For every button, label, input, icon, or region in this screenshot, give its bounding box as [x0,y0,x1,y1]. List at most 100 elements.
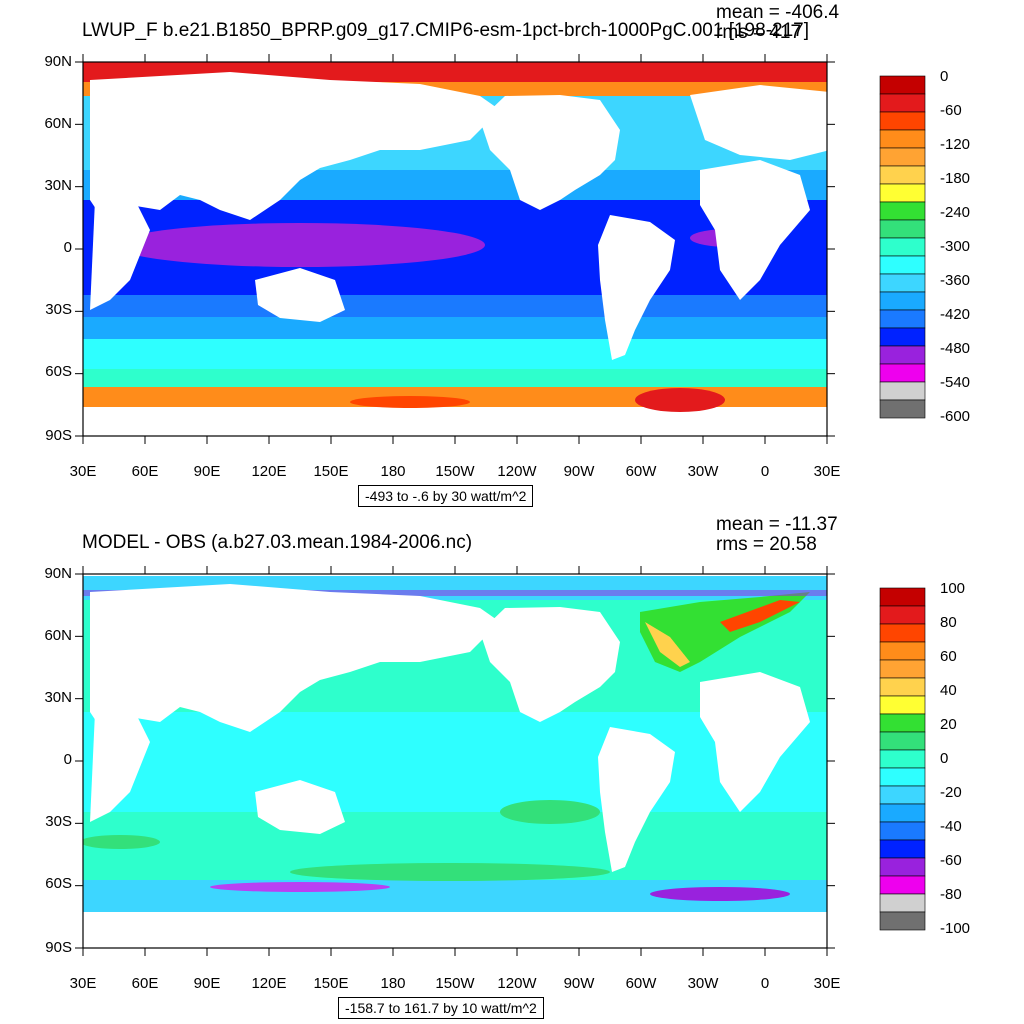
lat-label: 90S [45,427,72,444]
lon-label: 90W [563,975,595,992]
lat-label: 30S [45,301,72,318]
colorbar-swatch [879,291,926,311]
colorbar-swatch [879,731,926,751]
lat-label: 30N [44,177,72,194]
colorbar-label: -60 [940,102,962,119]
colorbar-swatch [879,767,926,787]
lon-label: 60W [625,975,657,992]
lat-label: 90N [44,53,72,70]
colorbar-swatch [879,713,926,733]
colorbar-swatch [879,641,926,661]
colorbar-label: -240 [940,204,971,221]
colorbar-label: -360 [940,272,971,289]
lon-label: 150W [435,975,475,992]
lon-label: 150W [435,463,475,480]
lon-label: 90W [563,463,595,480]
lon-label: 30E [813,975,841,992]
colorbar-swatch [879,623,926,643]
lon-label: 30W [687,463,719,480]
colorbar-swatch [879,857,926,877]
colorbar-label: 0 [940,68,949,85]
lat-label: 0 [63,239,72,256]
colorbar-swatch [879,821,926,841]
colorbar-swatch [879,875,926,895]
colorbar-swatch [879,345,926,365]
map-canvas [75,566,926,956]
lon-label: 30E [813,463,841,480]
lon-label: 120W [497,975,537,992]
colorbar-swatch [879,255,926,275]
contour-range-box: -493 to -.6 by 30 watt/m^2 [358,485,534,507]
lon-label: 30E [69,463,97,480]
colorbar-swatch [879,785,926,805]
lat-label: 60S [45,875,72,892]
colorbar-swatch [879,803,926,823]
colorbar [879,587,926,931]
plot-panel-bottom: MODEL - OBS (a.b27.03.mean.1984-2006.nc)… [0,512,1024,1024]
colorbar-swatch [879,165,926,185]
lat-label: 90S [45,939,72,956]
colorbar-swatch [879,147,926,167]
lon-label: 30W [687,975,719,992]
lat-label: 60S [45,363,72,380]
colorbar-swatch [879,111,926,131]
lon-label: 60E [131,463,159,480]
lat-label: 60N [44,627,72,644]
lat-label: 0 [63,751,72,768]
colorbar-label: -40 [940,818,962,835]
colorbar-swatch [879,309,926,329]
colorbar-label: -600 [940,408,971,425]
lon-label: 90E [193,975,221,992]
lat-label: 90N [44,565,72,582]
lat-label: 60N [44,115,72,132]
lon-label: 150E [313,975,349,992]
colorbar-swatch [879,605,926,625]
colorbar-swatch [879,587,926,607]
lon-label: 90E [193,463,221,480]
colorbar-swatch [879,381,926,401]
colorbar-label: -420 [940,306,971,323]
colorbar-label: -60 [940,852,962,869]
colorbar-swatch [879,363,926,383]
colorbar-label: -480 [940,340,971,357]
colorbar-label: -540 [940,374,971,391]
colorbar-label: 60 [940,648,957,665]
colorbar-swatch [879,893,926,913]
contour-field [83,62,827,436]
colorbar-swatch [879,237,926,257]
colorbar-label: 80 [940,614,957,631]
colorbar-label: 0 [940,750,949,767]
panel-title: LWUP_F b.e21.B1850_BPRP.g09_g17.CMIP6-es… [82,20,810,41]
rms-value: rms = 20.58 [716,534,817,555]
colorbar-swatch [879,677,926,697]
colorbar-label: -100 [940,920,971,937]
colorbar-swatch [879,327,926,347]
lon-label: 0 [760,975,770,992]
colorbar-swatch [879,839,926,859]
mean-value: mean = -11.37 [716,514,838,535]
colorbar-swatch [879,183,926,203]
colorbar-label: -120 [940,136,971,153]
contour-range-box: -158.7 to 161.7 by 10 watt/m^2 [338,997,544,1019]
lon-label: 180 [380,463,406,480]
lon-label: 180 [380,975,406,992]
lon-label: 120E [251,975,287,992]
mean-value: mean = -406.4 [716,2,840,23]
colorbar-label: 100 [940,580,966,597]
lat-label: 30N [44,689,72,706]
colorbar-label: -180 [940,170,971,187]
colorbar-swatch [879,695,926,715]
rms-value: rms = 417 [716,22,802,43]
plot-panel-top: LWUP_F b.e21.B1850_BPRP.g09_g17.CMIP6-es… [44,2,971,507]
colorbar-swatch [879,749,926,769]
lat-label: 30S [45,813,72,830]
colorbar-swatch [879,659,926,679]
panel-title: MODEL - OBS (a.b27.03.mean.1984-2006.nc) [82,532,473,553]
colorbar-label: -300 [940,238,971,255]
colorbar-swatch [879,911,926,931]
colorbar-swatch [879,219,926,239]
axis-ticks [75,54,835,444]
colorbar-swatch [879,93,926,113]
map-canvas [75,54,926,444]
colorbar-label: 40 [940,682,957,699]
